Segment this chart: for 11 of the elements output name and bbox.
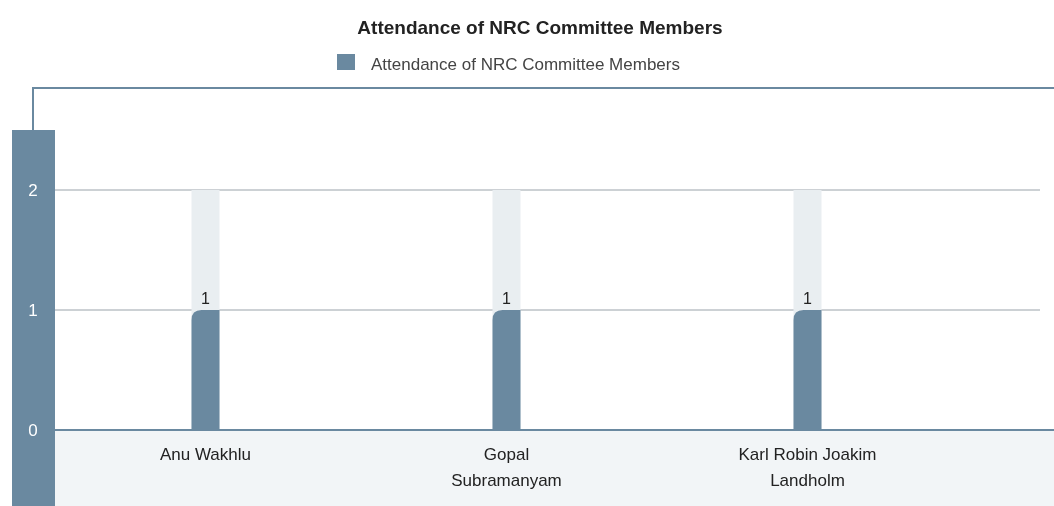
data-label: 1 <box>502 290 512 307</box>
y-tick-label: 2 <box>28 181 38 200</box>
data-label: 1 <box>803 290 813 307</box>
y-tick-label: 1 <box>28 301 38 320</box>
data-label: 1 <box>201 290 211 307</box>
chart-title: Attendance of NRC Committee Members <box>357 17 723 38</box>
x-tick-label: Gopal Subramanyam <box>451 445 562 490</box>
x-tick-label: Karl Robin Joakim Landholm <box>738 445 877 490</box>
y-tick-label: 0 <box>28 421 38 440</box>
x-tick-label: Anu Wakhlu <box>159 445 252 464</box>
legend-label: Attendance of NRC Committee Members <box>371 55 680 74</box>
